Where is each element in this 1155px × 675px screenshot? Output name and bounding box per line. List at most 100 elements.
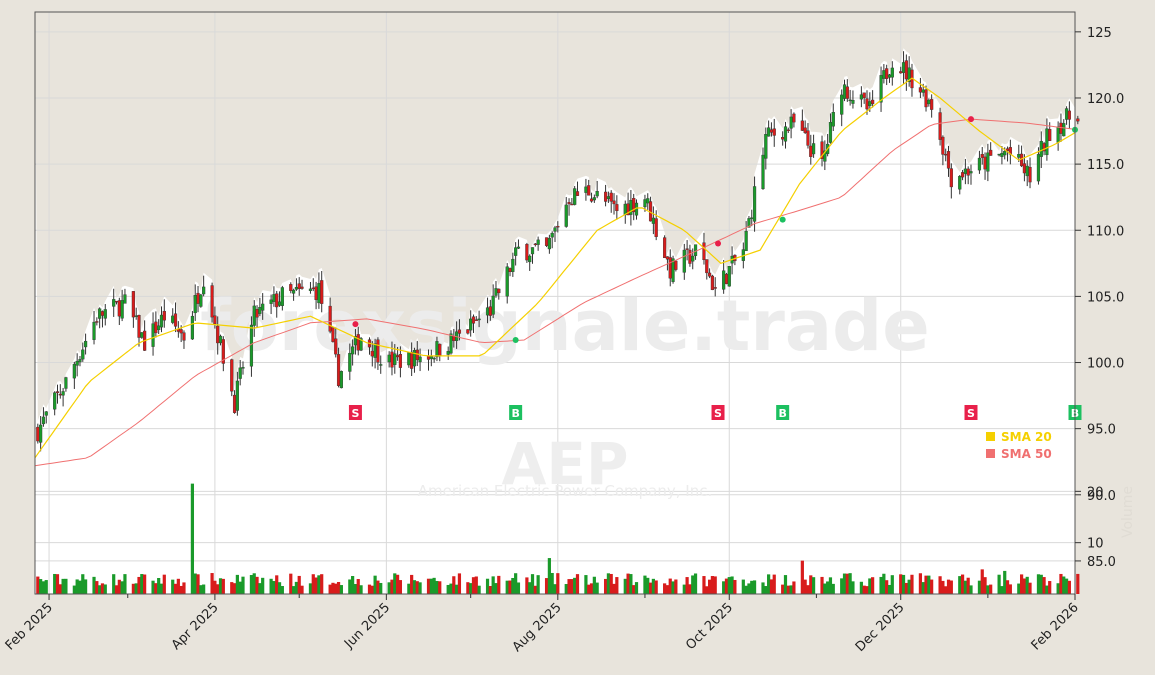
candle-body (671, 258, 675, 282)
candle-body (752, 186, 757, 222)
volume-bar (252, 573, 256, 594)
candle-body (589, 198, 594, 202)
volume-bar (980, 569, 984, 594)
volume-bar (525, 577, 529, 594)
candle-body (584, 186, 588, 193)
candle-body (117, 300, 121, 317)
candle-body (199, 294, 203, 307)
volume-axis-ticks: 10 20 (1075, 485, 1104, 552)
volume-bar (137, 576, 141, 594)
candle-body (435, 341, 439, 358)
candle-body (800, 120, 804, 131)
volume-bar (1008, 584, 1012, 594)
candle-body (334, 338, 338, 355)
volume-bar (218, 578, 223, 594)
plot-frame (34, 11, 1076, 595)
volume-bar (176, 578, 180, 594)
signal-dot (715, 240, 722, 247)
volume-bar (573, 577, 577, 594)
candle-body (351, 346, 355, 355)
volume-bar (36, 576, 40, 594)
signal-label: S (967, 407, 975, 420)
volume-bar (997, 574, 1001, 594)
volume-bar (530, 574, 535, 594)
signal-label: S (351, 407, 359, 420)
candle-body (477, 318, 481, 321)
volume-bar (418, 582, 422, 594)
candle-body (553, 227, 557, 232)
volume-bar (589, 583, 594, 594)
volume-bar (159, 583, 164, 594)
volume-bar (1076, 573, 1080, 594)
signal-badge (509, 405, 523, 420)
volume-bar (179, 585, 183, 594)
candle-body (1017, 154, 1021, 158)
signal-dot (512, 337, 519, 344)
volume-bar (851, 581, 855, 594)
volume-bar (626, 573, 630, 594)
candle-body (1039, 140, 1043, 157)
signal-badge (348, 405, 362, 420)
candle-body (713, 287, 717, 289)
volume-bar (688, 584, 692, 594)
legend-swatch-sma50 (986, 449, 995, 458)
candle-body (514, 247, 518, 256)
signal-label: B (778, 407, 786, 420)
volume-bar (989, 584, 993, 594)
candle-body (370, 350, 374, 357)
candle-body (218, 335, 223, 344)
candle-body (379, 364, 383, 366)
volume-bar (1045, 585, 1049, 594)
volume-bar (803, 579, 807, 594)
candle-body (944, 153, 948, 156)
volume-bar (646, 577, 650, 594)
volume-bar (682, 584, 686, 594)
volume-bar (154, 583, 158, 594)
candle-body (977, 157, 982, 171)
candle-body (331, 327, 335, 342)
candle-body (1025, 165, 1029, 177)
candle-body (643, 199, 647, 208)
volume-bar (1028, 582, 1032, 594)
candle-body (418, 356, 422, 363)
candle-body (280, 287, 284, 306)
candle-body (98, 308, 102, 319)
volume-bar (603, 578, 608, 594)
candle-body (570, 203, 574, 206)
candle-body (899, 71, 903, 74)
volume-bar (55, 574, 60, 594)
candle-body (921, 89, 925, 93)
volume-bar (221, 578, 225, 594)
candle-body (140, 332, 144, 338)
candle-body (261, 303, 265, 311)
candle-body (946, 151, 951, 169)
volume-bar (648, 582, 653, 594)
candle-body (235, 380, 239, 411)
volume-bar (61, 578, 65, 594)
volume-bar (41, 581, 46, 594)
candle-body (772, 128, 776, 136)
candle-body (688, 249, 692, 264)
volume-bar (432, 577, 436, 594)
volume-bar (960, 574, 965, 594)
candle-body (72, 363, 76, 379)
volume-bar (629, 574, 633, 594)
volume-bar (623, 578, 627, 594)
volume-bar (449, 583, 453, 594)
candle-body (592, 197, 596, 201)
legend: SMA 20 SMA 50 (986, 430, 1052, 461)
candle-body (112, 299, 116, 307)
volume-bar (744, 585, 748, 594)
volume-bar (373, 575, 377, 594)
volume-bar (353, 584, 358, 594)
volume-bar (261, 577, 265, 594)
candle-body (317, 283, 321, 304)
candle-body (615, 204, 619, 212)
volume-bar (924, 575, 928, 594)
volume-bar (705, 586, 709, 594)
candle-body (938, 112, 942, 140)
candle-body (885, 68, 889, 79)
candle-body (783, 126, 788, 142)
volume-bar (528, 582, 532, 594)
candle-body (887, 74, 892, 78)
